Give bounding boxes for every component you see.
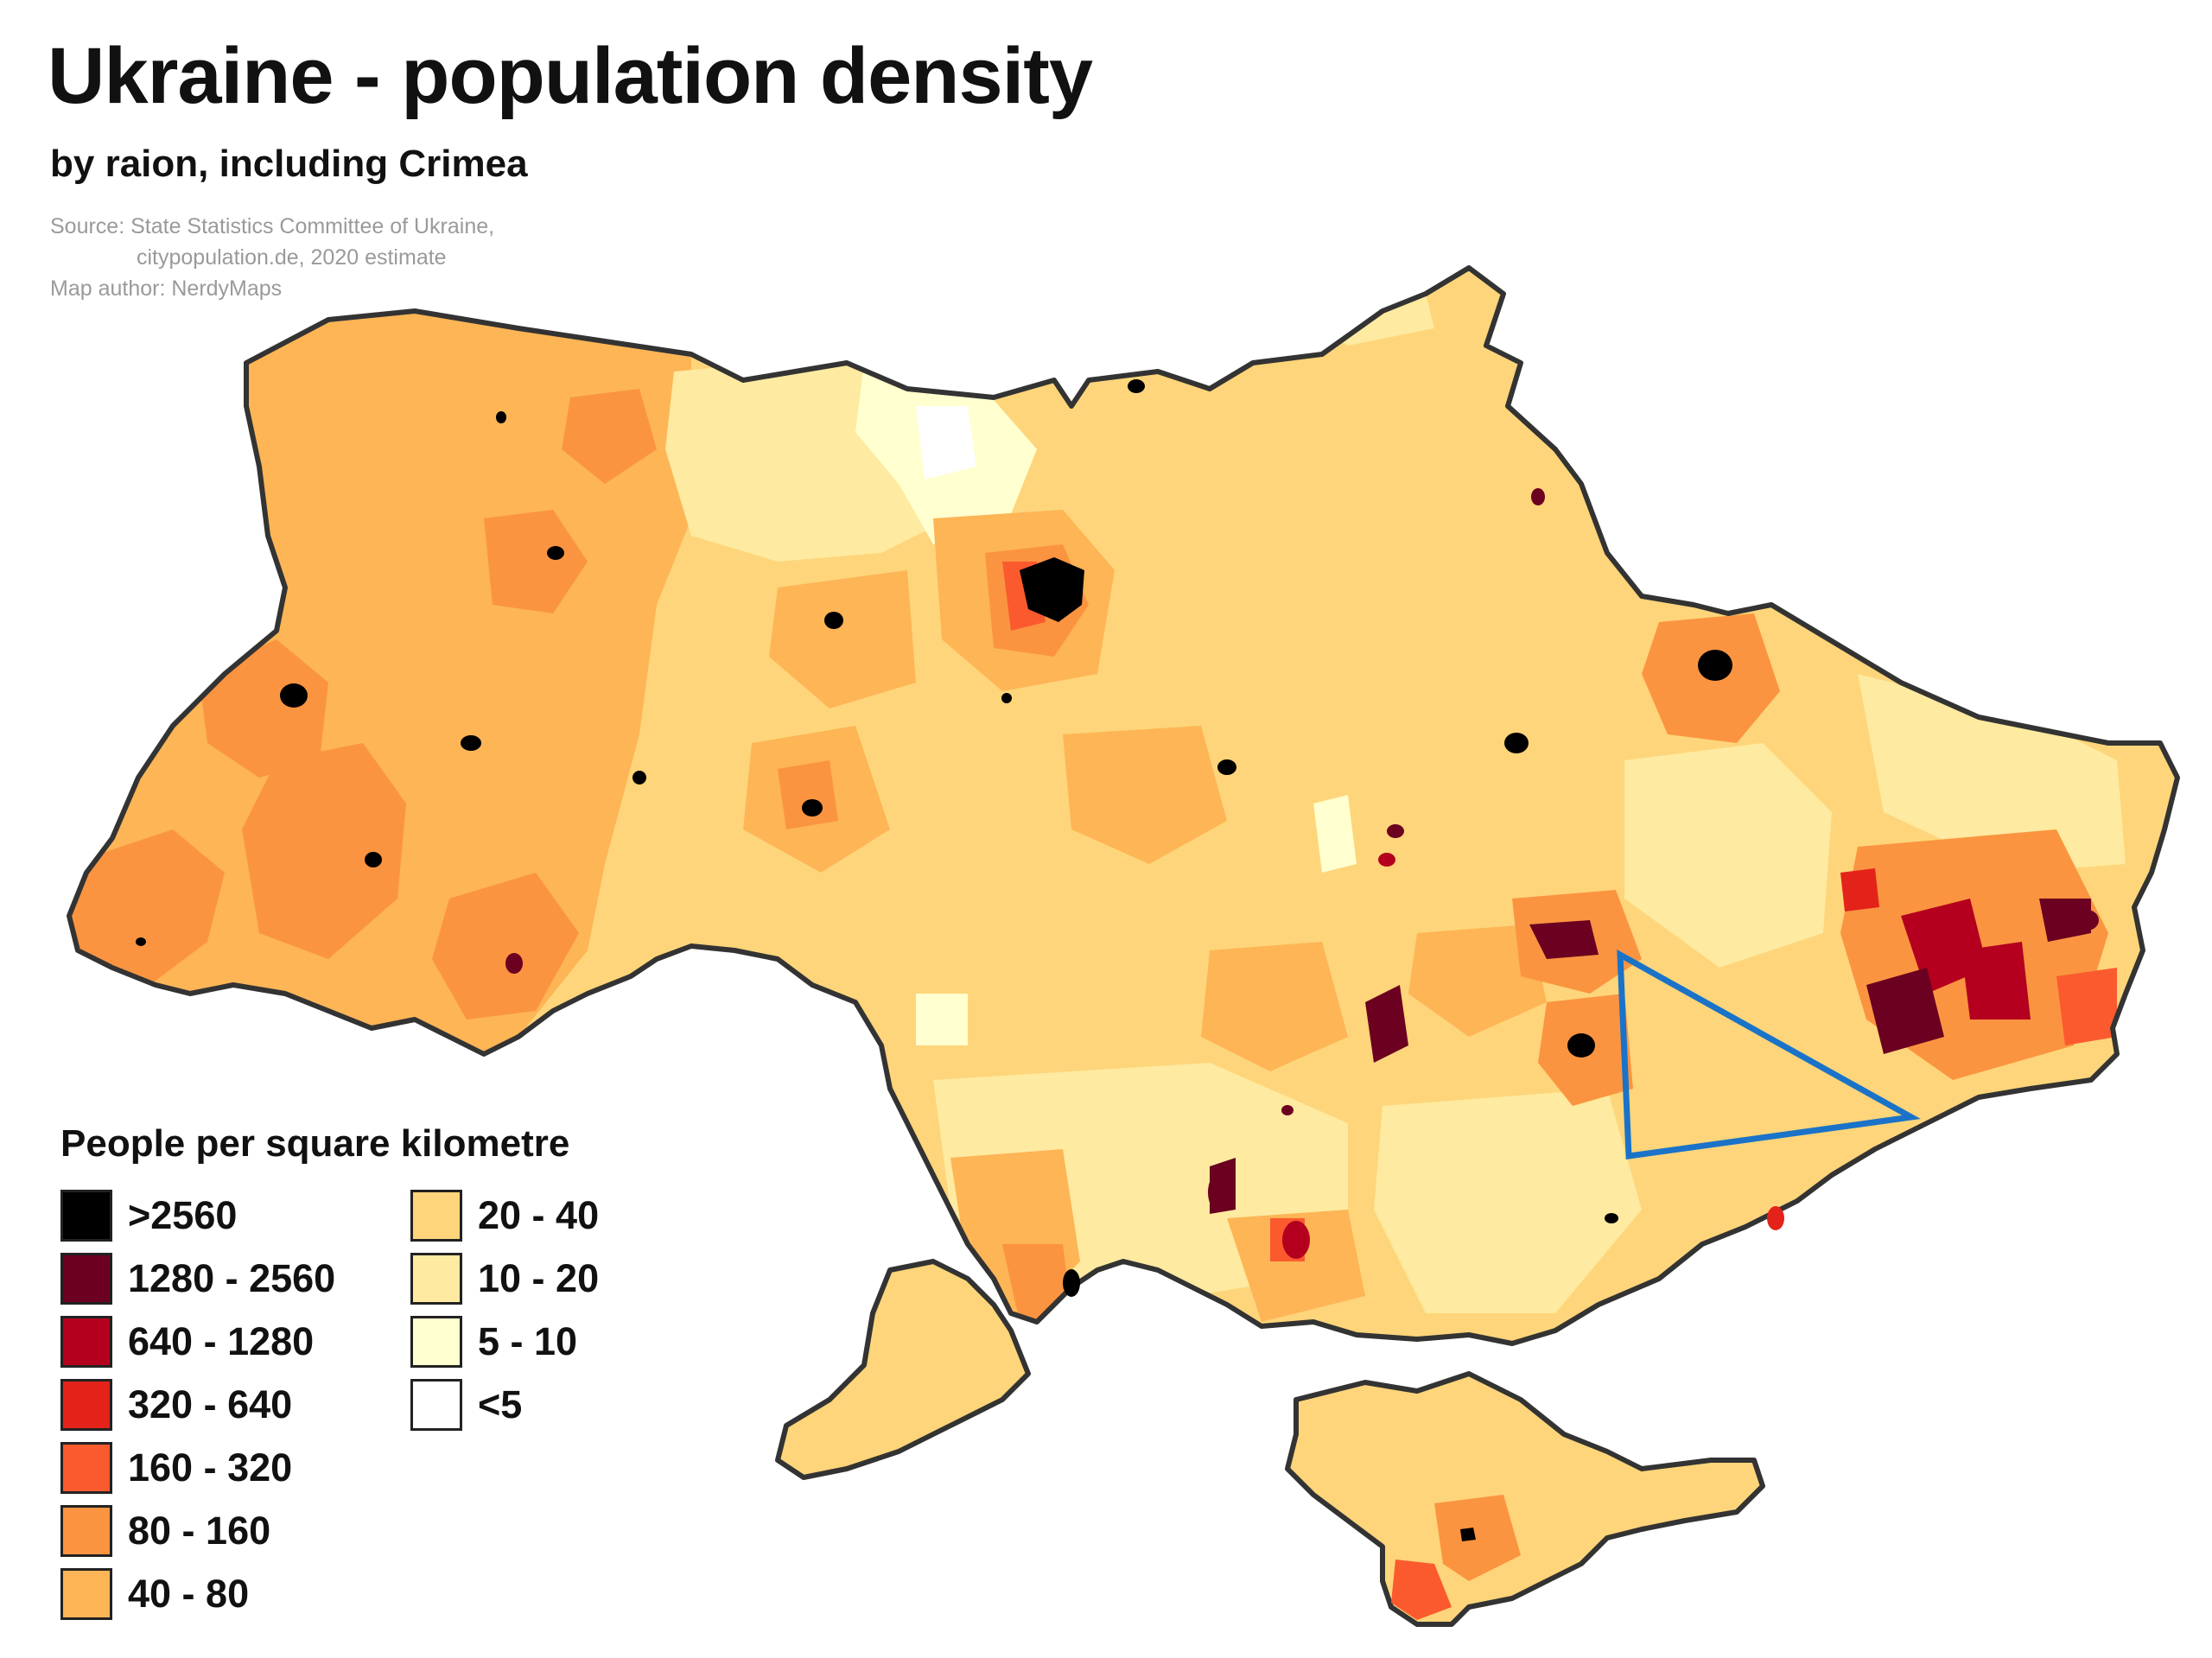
legend-item: 1280 - 2560 [60, 1251, 335, 1306]
legend-label: 640 - 1280 [128, 1319, 315, 1363]
crimea-coast-density [1391, 1560, 1452, 1620]
legend-label: 160 - 320 [128, 1445, 293, 1490]
city-kherson [1208, 1173, 1229, 1211]
city-chernihiv [1128, 379, 1145, 393]
legend-swatch [60, 1316, 112, 1368]
city-uzhhorod [136, 937, 146, 946]
legend-title: People per square kilometre [60, 1122, 570, 1165]
city-khmelnytskyi [632, 771, 646, 785]
legend: >2560 1280 - 2560 640 - 1280 320 - 640 160 -… [60, 1188, 717, 1637]
city-bila-tserkva [1001, 693, 1012, 703]
city-mykolaiv [1282, 1221, 1310, 1259]
city-kharkiv [1698, 650, 1732, 681]
legend-label: <5 [478, 1382, 523, 1426]
source-line-2: citypopulation.de, 2020 estimate [137, 245, 447, 270]
legend-label: 40 - 80 [128, 1572, 250, 1616]
city-zaporizhzhia [1567, 1033, 1595, 1058]
legend-item: 10 - 20 [410, 1251, 599, 1306]
city-donetsk [1887, 1001, 1932, 1039]
source-line-1: Source: State Statistics Committee of Uk… [50, 214, 495, 238]
city-chernivtsi [505, 953, 523, 974]
legend-label: 5 - 10 [478, 1319, 578, 1363]
city-ivano-frankivsk [365, 852, 382, 867]
city-berdiansk [1605, 1213, 1618, 1223]
city-luhansk [2075, 910, 2099, 931]
city-vinnytsia [802, 799, 823, 816]
legend-item: >2560 [60, 1188, 237, 1243]
legend-label: >2560 [128, 1193, 238, 1237]
legend-label: 10 - 20 [478, 1256, 600, 1300]
crimea-simferopol [1460, 1528, 1476, 1541]
city-zhytomyr [824, 612, 843, 629]
legend-label: 20 - 40 [478, 1193, 600, 1237]
legend-swatch [410, 1253, 462, 1305]
legend-swatch [60, 1568, 112, 1620]
city-kyiv [1020, 557, 1084, 622]
legend-swatch [60, 1505, 112, 1557]
legend-swatch [60, 1253, 112, 1305]
legend-item: 160 - 320 [60, 1440, 292, 1496]
legend-swatch [60, 1379, 112, 1431]
legend-label: 80 - 160 [128, 1509, 271, 1553]
crimea-coast-density-2 [1434, 1495, 1521, 1581]
crimea-region [1285, 1371, 1765, 1627]
annotation-triangle [1617, 949, 1921, 1159]
legend-swatch [410, 1190, 462, 1242]
city-ternopil [461, 735, 481, 751]
city-kremenchuk [1387, 824, 1404, 838]
legend-item: 5 - 10 [410, 1314, 577, 1369]
map-title: Ukraine - population density [48, 32, 1093, 120]
city-lviv [280, 683, 308, 708]
ukraine-outline [67, 265, 2180, 1346]
bessarabia-region [775, 1259, 1031, 1480]
map-subtitle: by raion, including Crimea [50, 143, 528, 185]
legend-label: 320 - 640 [128, 1382, 293, 1426]
city-rivne [547, 546, 564, 560]
author-line: Map author: NerdyMaps [50, 276, 283, 301]
legend-item: 40 - 80 [60, 1566, 249, 1622]
city-kryvyi-rih [1378, 1001, 1395, 1046]
legend-swatch [410, 1379, 462, 1431]
city-markers [136, 379, 2099, 1297]
city-dnipro [1549, 925, 1587, 950]
legend-item: 20 - 40 [410, 1188, 599, 1243]
city-odesa [1063, 1269, 1080, 1297]
city-cherkasy [1217, 759, 1236, 775]
city-sumy [1531, 488, 1545, 505]
legend-swatch [60, 1442, 112, 1494]
legend-item: 640 - 1280 [60, 1314, 314, 1369]
legend-item: <5 [410, 1377, 522, 1432]
source-note: Source: State Statistics Committee of Uk… [50, 211, 494, 304]
legend-swatch [60, 1190, 112, 1242]
legend-label: 1280 - 2560 [128, 1256, 336, 1300]
city-mariupol [1767, 1206, 1784, 1230]
legend-swatch [410, 1316, 462, 1368]
legend-item: 80 - 160 [60, 1503, 270, 1559]
legend-item: 320 - 640 [60, 1377, 292, 1432]
city-kropyvnytskyi [1378, 853, 1395, 867]
city-lutsk [496, 411, 506, 423]
city-melitopol [1281, 1105, 1294, 1115]
city-poltava [1504, 733, 1529, 753]
